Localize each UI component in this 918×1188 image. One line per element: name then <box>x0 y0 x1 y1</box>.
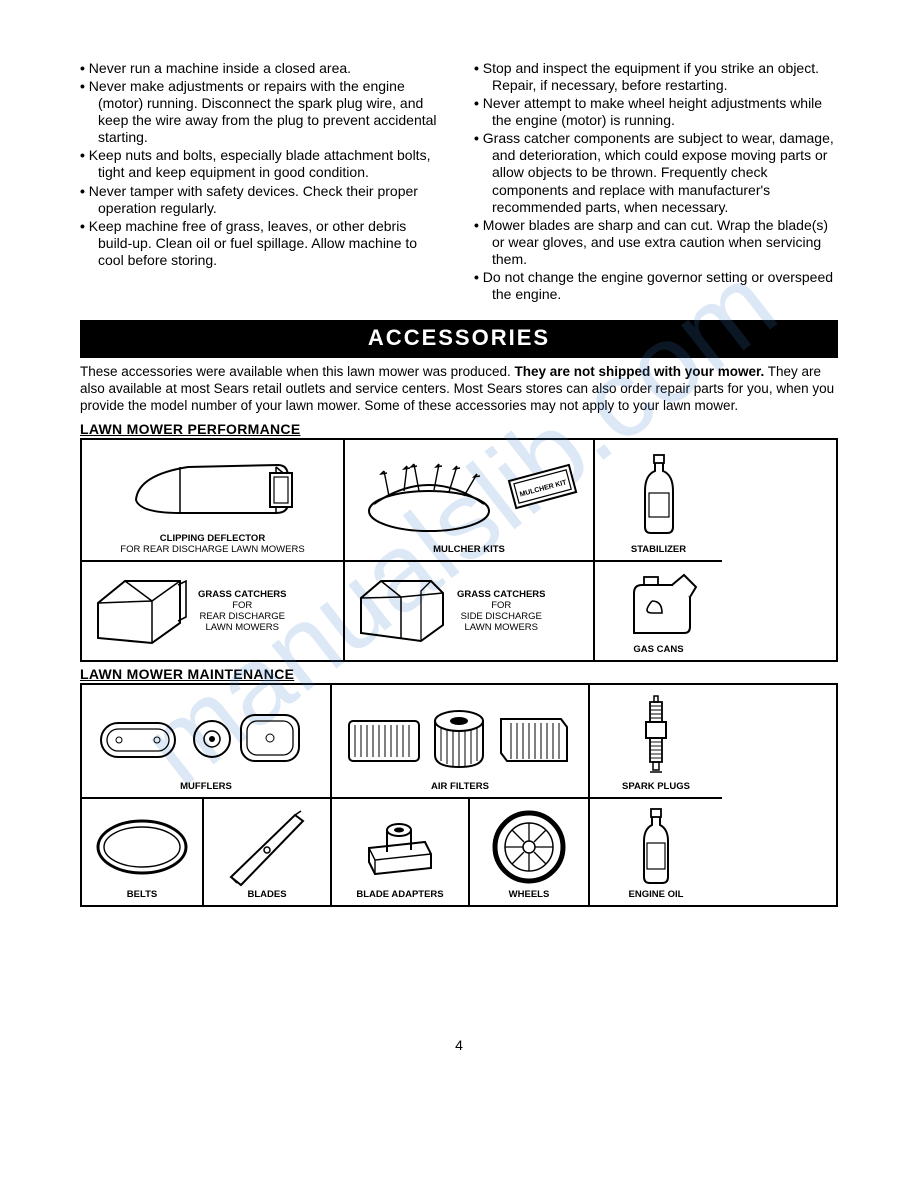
caption: BELTS <box>127 890 157 901</box>
bullet-item: Do not change the engine governor settin… <box>474 269 838 303</box>
cell-grass-catcher-side: GRASS CATCHERS FOR SIDE DISCHARGE LAWN M… <box>345 560 595 660</box>
cell-gas-cans: GAS CANS <box>595 560 722 660</box>
bullet-item: Keep nuts and bolts, especially blade at… <box>80 147 444 181</box>
page-number: 4 <box>80 1037 838 1053</box>
caption-sub: LAWN MOWERS <box>205 622 279 633</box>
caption: BLADE ADAPTERS <box>356 890 443 901</box>
caption-sub: FOR REAR DISCHARGE LAWN MOWERS <box>120 545 304 556</box>
performance-subhead: LAWN MOWER PERFORMANCE <box>80 421 838 437</box>
caption-sub: FOR <box>491 600 511 611</box>
belt-icon <box>92 812 192 882</box>
caption: SPARK PLUGS <box>622 782 690 793</box>
bullets-right-col: Stop and inspect the equipment if you st… <box>474 60 838 304</box>
cell-clipping-deflector: CLIPPING DEFLECTOR FOR REAR DISCHARGE LA… <box>82 440 345 560</box>
bullet-item: Never make adjustments or repairs with t… <box>80 78 444 146</box>
bullet-item: Mower blades are sharp and can cut. Wrap… <box>474 217 838 268</box>
caption-sub: FOR <box>232 600 252 611</box>
oil-bottle-icon <box>636 807 676 887</box>
bullet-item: Never attempt to make wheel height adjus… <box>474 95 838 129</box>
bullet-item: Never run a machine inside a closed area… <box>80 60 444 77</box>
caption: STABILIZER <box>631 545 686 556</box>
caption-title: GRASS CATCHERS <box>198 589 287 600</box>
cell-stabilizer: STABILIZER <box>595 440 722 560</box>
caption: ENGINE OIL <box>629 890 684 901</box>
cell-engine-oil: ENGINE OIL <box>590 797 722 905</box>
cell-blade-adapters: BLADE ADAPTERS <box>332 797 470 905</box>
cell-mufflers: MUFFLERS <box>82 685 332 797</box>
caption-title: GRASS CATCHERS <box>457 589 546 600</box>
airfilters-icon <box>345 699 575 773</box>
catcher-side-icon <box>353 573 449 651</box>
cell-mulcher-kits: MULCHER KIT MULCHER KITS <box>345 440 595 560</box>
cell-belts: BELTS <box>82 797 204 905</box>
caption-title: CLIPPING DEFLECTOR <box>160 533 265 544</box>
bottle-icon <box>637 453 681 537</box>
cell-grass-catcher-rear: GRASS CATCHERS FOR REAR DISCHARGE LAWN M… <box>82 560 345 660</box>
intro-text-1: These accessories were available when th… <box>80 364 514 379</box>
caption-sub: REAR DISCHARGE <box>199 611 285 622</box>
caption-sub: LAWN MOWERS <box>464 622 538 633</box>
bullet-item: Grass catcher components are subject to … <box>474 130 838 215</box>
performance-grid: CLIPPING DEFLECTOR FOR REAR DISCHARGE LA… <box>80 438 838 662</box>
mulcher-icon: MULCHER KIT <box>359 456 579 534</box>
accessories-heading: ACCESSORIES <box>80 320 838 358</box>
caption: MULCHER KITS <box>433 545 505 556</box>
caption: MUFFLERS <box>180 782 232 793</box>
blade-icon <box>217 807 317 887</box>
cell-air-filters: AIR FILTERS <box>332 685 590 797</box>
bullet-item: Never tamper with safety devices. Check … <box>80 183 444 217</box>
cell-wheels: WHEELS <box>470 797 590 905</box>
cell-blades: BLADES <box>204 797 332 905</box>
accessories-intro: These accessories were available when th… <box>80 364 838 415</box>
sparkplug-icon <box>636 694 676 778</box>
wheel-icon <box>489 808 569 886</box>
safety-bullets: Never run a machine inside a closed area… <box>80 60 838 304</box>
bullets-left-col: Never run a machine inside a closed area… <box>80 60 444 304</box>
catcher-rear-icon <box>90 573 190 651</box>
caption: AIR FILTERS <box>431 782 489 793</box>
cell-spark-plugs: SPARK PLUGS <box>590 685 722 797</box>
maintenance-grid: MUFFLERS <box>80 683 838 907</box>
maintenance-subhead: LAWN MOWER MAINTENANCE <box>80 666 838 682</box>
adapter-icon <box>355 810 445 884</box>
caption: GAS CANS <box>633 645 683 656</box>
bullet-item: Keep machine free of grass, leaves, or o… <box>80 218 444 269</box>
caption: WHEELS <box>509 890 550 901</box>
bullet-item: Stop and inspect the equipment if you st… <box>474 60 838 94</box>
caption-sub: SIDE DISCHARGE <box>461 611 542 622</box>
deflector-icon <box>128 455 298 525</box>
caption: BLADES <box>247 890 286 901</box>
intro-bold: They are not shipped with your mower. <box>514 364 764 379</box>
mufflers-icon <box>96 699 316 773</box>
gascan-icon <box>614 571 704 641</box>
